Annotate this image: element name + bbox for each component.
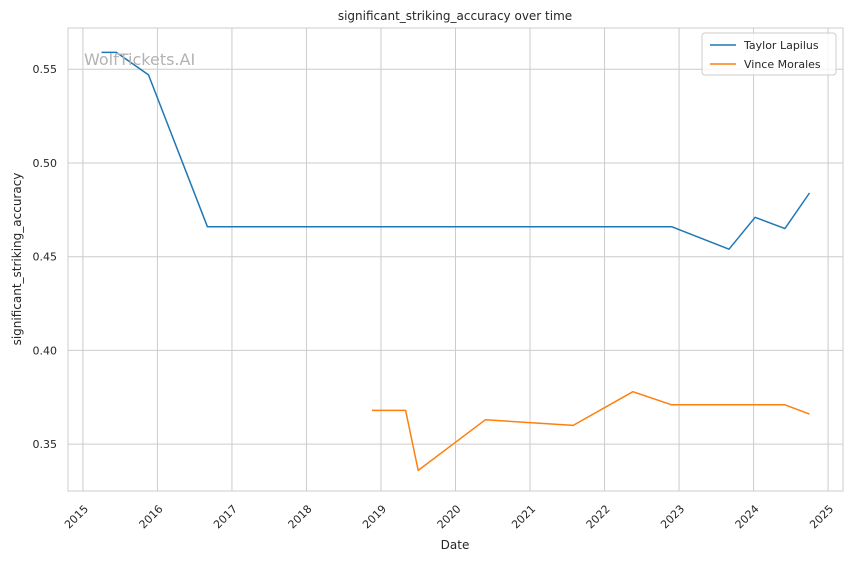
chart-title: significant_striking_accuracy over time (338, 9, 572, 23)
plot-frame (67, 27, 844, 492)
legend: Taylor Lapilus Vince Morales (701, 32, 837, 76)
x-tick-labels: 2015 2016 2017 2018 2019 2020 2021 2022 2023 2024… (62, 502, 836, 531)
series-line-2 (372, 390, 810, 472)
y-tick-label: 0.40 (33, 344, 58, 357)
y-tick-label: 0.50 (33, 157, 58, 170)
y-tick-label: 0.45 (33, 251, 58, 264)
watermark-text: WolfTickets.AI (84, 50, 195, 69)
series-line-1 (101, 51, 811, 250)
y-axis-label: significant_striking_accuracy (10, 173, 24, 346)
series-lines (101, 51, 811, 472)
x-axis-label: Date (441, 538, 470, 552)
y-tick-label: 0.55 (33, 63, 58, 76)
y-tick-label: 0.35 (33, 438, 58, 451)
y-tick-labels: 0.35 0.40 0.45 0.50 0.55 (33, 63, 58, 451)
legend-label: Taylor Lapilus (743, 39, 819, 52)
legend-label: Vince Morales (744, 58, 821, 71)
grid-lines (68, 28, 843, 491)
